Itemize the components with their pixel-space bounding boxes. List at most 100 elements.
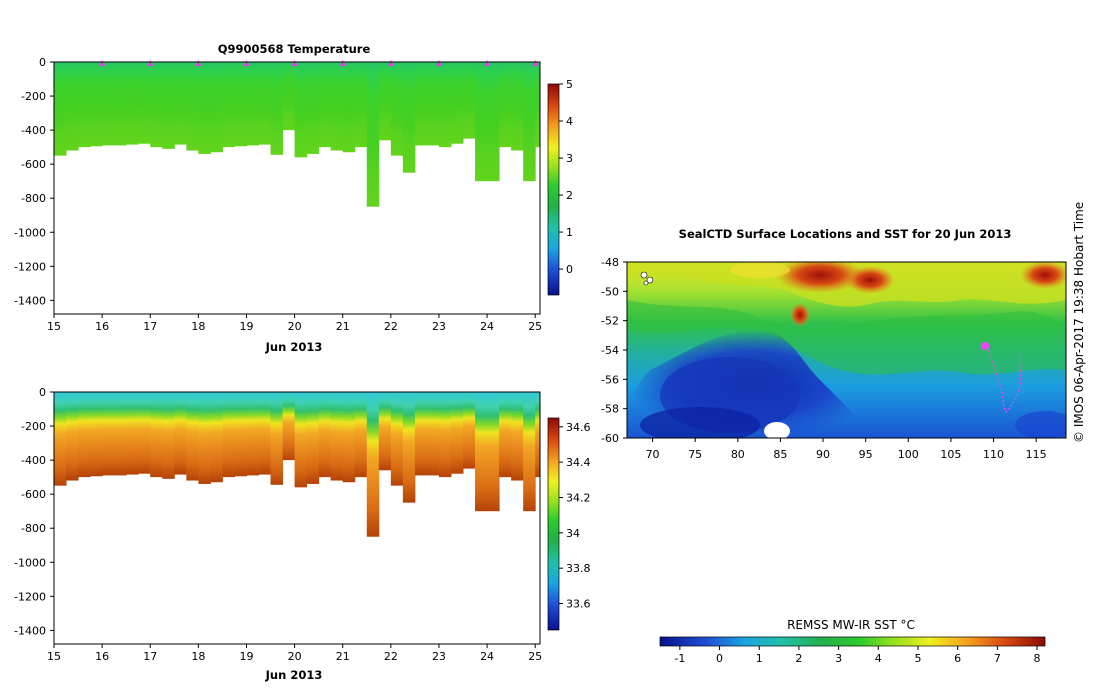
sst-colorbar-tick-label: 0 <box>716 652 723 665</box>
lat-tick-label: -52 <box>601 315 619 328</box>
salinity-y-axis: 0 -200 -400 -600 -800 -1000 -1200 -1400 <box>14 386 54 637</box>
profile-column <box>378 62 392 141</box>
colorbar-tick-label: 4 <box>566 115 573 128</box>
lat-tick-label: -50 <box>601 285 619 298</box>
y-tick-label: -1200 <box>14 260 46 273</box>
island-cluster <box>640 271 654 286</box>
y-tick-label: -1000 <box>14 556 46 569</box>
profile-column <box>499 62 512 148</box>
profile-column <box>366 392 380 537</box>
profile-column <box>463 392 476 469</box>
profile-column <box>102 62 115 146</box>
temperature-x-label: Jun 2013 <box>265 340 323 354</box>
salinity-colorbar-ticks: 33.6 33.8 34 34.2 34.4 34.6 <box>559 421 591 611</box>
colorbar-tick-label: 33.6 <box>566 598 591 611</box>
profile-column <box>198 392 211 484</box>
lat-tick-label: -54 <box>601 344 619 357</box>
colorbar-tick-label: 5 <box>566 78 573 91</box>
profile-column <box>475 62 488 182</box>
x-tick-label: 23 <box>432 320 446 333</box>
x-tick-label: 22 <box>384 650 398 663</box>
sst-colorbar-label: REMSS MW-IR SST °C <box>787 618 915 632</box>
lon-tick-label: 80 <box>731 448 745 461</box>
y-tick-label: -1200 <box>14 590 46 603</box>
profile-column <box>511 62 524 151</box>
profile-column <box>330 392 344 481</box>
surface-marker <box>243 60 250 66</box>
profile-column <box>450 392 464 474</box>
profile-column <box>282 62 296 131</box>
copyright-label: © IMOS 06-Apr-2017 19:38 Hobart Time <box>1072 202 1086 443</box>
x-tick-label: 24 <box>480 320 494 333</box>
surface-marker <box>291 60 298 66</box>
salinity-x-label: Jun 2013 <box>265 668 323 682</box>
x-tick-label: 15 <box>47 320 61 333</box>
surface-marker <box>532 60 539 66</box>
temperature-section-panel: Q9900568 Temperature 15 16 17 18 19 20 21 22 23 2… <box>14 42 573 354</box>
profile-column <box>126 392 139 475</box>
profile-column <box>306 392 320 484</box>
y-tick-label: -600 <box>21 158 46 171</box>
profile-column <box>535 392 541 478</box>
x-tick-label: 17 <box>143 320 157 333</box>
profile-column <box>162 392 175 479</box>
profile-column <box>402 62 416 173</box>
profile-column <box>450 62 464 144</box>
salinity-profiles <box>54 392 541 537</box>
y-tick-label: -200 <box>21 420 46 433</box>
surface-markers <box>99 60 539 66</box>
profile-column <box>174 62 187 145</box>
profile-column <box>270 392 284 485</box>
profile-column <box>426 392 440 476</box>
map-longitude-axis: 70 75 80 85 90 95 100 105 110 115 <box>646 438 1047 461</box>
profile-column <box>523 62 536 182</box>
y-tick-label: 0 <box>39 386 46 399</box>
surface-marker <box>387 60 394 66</box>
lon-tick-label: 115 <box>1026 448 1047 461</box>
lon-tick-label: 105 <box>940 448 961 461</box>
sst-field <box>627 262 1066 438</box>
profile-column <box>150 62 163 148</box>
profile-column <box>162 62 175 149</box>
surface-marker <box>99 60 106 66</box>
colorbar-tick-label: 1 <box>566 226 573 239</box>
surface-marker <box>484 60 491 66</box>
profile-column <box>511 392 524 481</box>
temperature-profiles <box>54 62 541 207</box>
lat-tick-label: -58 <box>601 403 619 416</box>
y-tick-label: -800 <box>21 522 46 535</box>
profile-column <box>354 62 368 148</box>
colorbar-tick-label: 34.4 <box>566 456 591 469</box>
profile-column <box>150 392 163 478</box>
profile-column <box>475 392 488 512</box>
profile-column <box>174 392 187 475</box>
temperature-x-axis: 15 16 17 18 19 20 21 22 23 24 25 <box>47 314 542 333</box>
sst-colorbar-tick-label: -1 <box>674 652 685 665</box>
seal-position <box>981 342 989 350</box>
sst-colorbar-ticks: -1 0 1 2 3 4 5 6 7 8 <box>674 646 1041 665</box>
colorbar-tick-label: 2 <box>566 189 573 202</box>
x-tick-label: 21 <box>336 320 350 333</box>
profile-column <box>294 62 308 158</box>
profile-column <box>306 62 320 154</box>
x-tick-label: 25 <box>528 320 542 333</box>
profile-column <box>438 392 452 478</box>
profile-column <box>258 62 272 145</box>
profile-column <box>499 392 512 478</box>
profile-column <box>246 62 260 146</box>
sst-colorbar <box>659 636 1046 647</box>
profile-column <box>330 62 344 151</box>
x-tick-label: 19 <box>239 650 253 663</box>
profile-column <box>390 62 404 156</box>
profile-column <box>342 62 356 153</box>
x-tick-label: 19 <box>239 320 253 333</box>
profile-column <box>210 392 223 483</box>
profile-column <box>90 392 103 477</box>
temperature-y-axis: 0 -200 -400 -600 -800 -1000 -1200 -1400 <box>14 56 54 307</box>
x-tick-label: 16 <box>95 650 109 663</box>
salinity-colorbar <box>547 417 560 631</box>
y-tick-label: -1400 <box>14 624 46 637</box>
temperature-title: Q9900568 Temperature <box>218 42 371 56</box>
lon-tick-label: 75 <box>688 448 702 461</box>
colorbar-tick-label: 34 <box>566 527 580 540</box>
